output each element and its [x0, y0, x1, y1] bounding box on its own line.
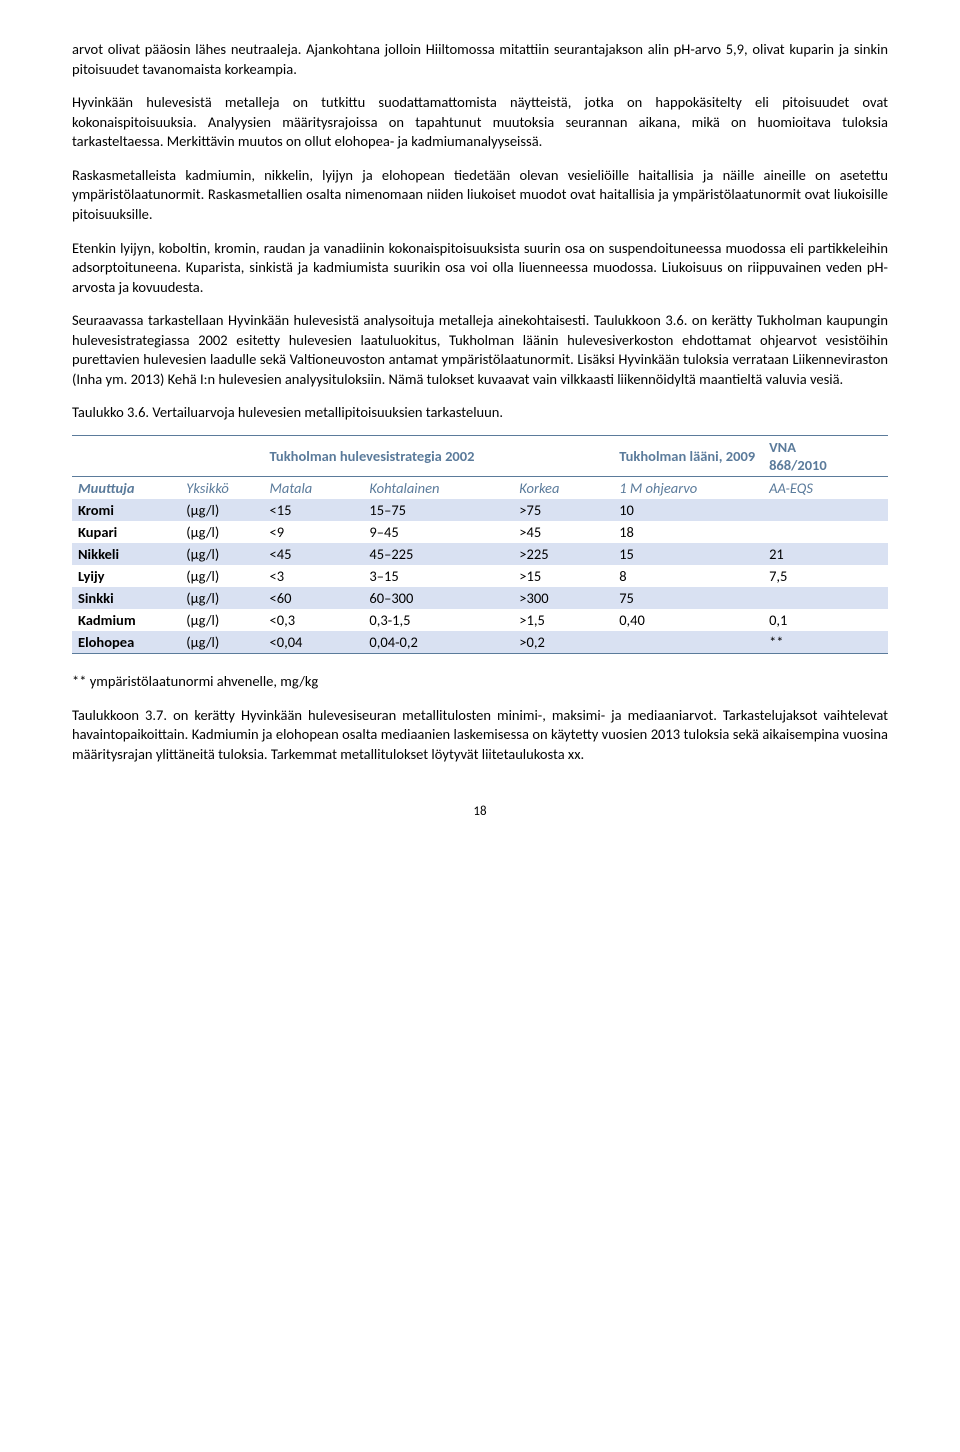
cell-aaeqs: ** [763, 631, 888, 654]
cell-yksikko: (μg/l) [180, 543, 263, 565]
paragraph-3: Raskasmetalleista kadmiumin, nikkelin, l… [72, 166, 888, 225]
paragraph-2: Hyvinkään hulevesistä metalleja on tutki… [72, 93, 888, 152]
cell-kohtalainen: 0,04-0,2 [363, 631, 513, 654]
cell-korkea: >75 [513, 499, 613, 521]
cell-ohjearvo: 18 [613, 521, 763, 543]
table-footnote: ** ympäristölaatunormi ahvenelle, mg/kg [72, 672, 888, 692]
cell-kohtalainen: 15–75 [363, 499, 513, 521]
table-row: Lyijy (μg/l) <3 3–15 >15 8 7,5 [72, 565, 888, 587]
cell-aaeqs: 0,1 [763, 609, 888, 631]
cell-muuttuja: Kupari [72, 521, 180, 543]
cell-matala: <0,3 [264, 609, 364, 631]
cell-kohtalainen: 60–300 [363, 587, 513, 609]
hdr-yksikko: Yksikkö [180, 477, 263, 500]
cell-matala: <45 [264, 543, 364, 565]
cell-matala: <3 [264, 565, 364, 587]
cell-yksikko: (μg/l) [180, 631, 263, 654]
table-header-row-1: Tukholman hulevesistrategia 2002 Tukholm… [72, 436, 888, 477]
cell-aaeqs [763, 499, 888, 521]
hdr-ohjearvo: 1 M ohjearvo [613, 477, 763, 500]
cell-korkea: >0,2 [513, 631, 613, 654]
cell-yksikko: (μg/l) [180, 565, 263, 587]
cell-kohtalainen: 3–15 [363, 565, 513, 587]
cell-muuttuja: Kadmium [72, 609, 180, 631]
cell-ohjearvo: 8 [613, 565, 763, 587]
cell-ohjearvo: 75 [613, 587, 763, 609]
document-page: arvot olivat pääosin lähes neutraaleja. … [0, 0, 960, 859]
paragraph-4: Etenkin lyijyn, koboltin, kromin, raudan… [72, 239, 888, 298]
cell-muuttuja: Elohopea [72, 631, 180, 654]
table-header-row-2: Muuttuja Yksikkö Matala Kohtalainen Kork… [72, 477, 888, 500]
cell-korkea: >225 [513, 543, 613, 565]
table-row: Sinkki (μg/l) <60 60–300 >300 75 [72, 587, 888, 609]
cell-kohtalainen: 0,3-1,5 [363, 609, 513, 631]
hdr-matala: Matala [264, 477, 364, 500]
table-row: Elohopea (μg/l) <0,04 0,04-0,2 >0,2 ** [72, 631, 888, 654]
cell-aaeqs: 21 [763, 543, 888, 565]
cell-kohtalainen: 45–225 [363, 543, 513, 565]
cell-muuttuja: Sinkki [72, 587, 180, 609]
cell-matala: <15 [264, 499, 364, 521]
metals-table: Tukholman hulevesistrategia 2002 Tukholm… [72, 435, 888, 654]
hdr-muuttuja: Muuttuja [72, 477, 180, 500]
table-row: Kromi (μg/l) <15 15–75 >75 10 [72, 499, 888, 521]
table-row: Nikkeli (μg/l) <45 45–225 >225 15 21 [72, 543, 888, 565]
cell-korkea: >300 [513, 587, 613, 609]
paragraph-1: arvot olivat pääosin lähes neutraaleja. … [72, 40, 888, 79]
paragraph-5: Seuraavassa tarkastellaan Hyvinkään hule… [72, 311, 888, 389]
cell-matala: <60 [264, 587, 364, 609]
hdr-aaeqs: AA-EQS [763, 477, 888, 500]
cell-kohtalainen: 9–45 [363, 521, 513, 543]
table-caption: Taulukko 3.6. Vertailuarvoja hulevesien … [72, 403, 888, 423]
table-row: Kupari (μg/l) <9 9–45 >45 18 [72, 521, 888, 543]
cell-aaeqs [763, 587, 888, 609]
cell-ohjearvo: 10 [613, 499, 763, 521]
cell-aaeqs [763, 521, 888, 543]
cell-matala: <0,04 [264, 631, 364, 654]
cell-ohjearvo [613, 631, 763, 654]
cell-yksikko: (μg/l) [180, 521, 263, 543]
table-row: Kadmium (μg/l) <0,3 0,3-1,5 >1,5 0,40 0,… [72, 609, 888, 631]
cell-ohjearvo: 15 [613, 543, 763, 565]
cell-muuttuja: Nikkeli [72, 543, 180, 565]
page-number: 18 [72, 804, 888, 819]
hdr-korkea: Korkea [513, 477, 613, 500]
hdr-vna: VNA 868/2010 [763, 436, 888, 477]
cell-korkea: >15 [513, 565, 613, 587]
cell-yksikko: (μg/l) [180, 499, 263, 521]
cell-korkea: >1,5 [513, 609, 613, 631]
paragraph-6: Taulukkoon 3.7. on kerätty Hyvinkään hul… [72, 706, 888, 765]
cell-muuttuja: Lyijy [72, 565, 180, 587]
cell-ohjearvo: 0,40 [613, 609, 763, 631]
cell-yksikko: (μg/l) [180, 587, 263, 609]
cell-muuttuja: Kromi [72, 499, 180, 521]
hdr-laani: Tukholman lääni, 2009 [613, 436, 763, 477]
hdr-kohtalainen: Kohtalainen [363, 477, 513, 500]
hdr-vna-year: 868/2010 [769, 456, 827, 474]
cell-korkea: >45 [513, 521, 613, 543]
cell-yksikko: (μg/l) [180, 609, 263, 631]
cell-matala: <9 [264, 521, 364, 543]
hdr-strategia: Tukholman hulevesistrategia 2002 [264, 436, 614, 477]
hdr-vna-label: VNA [769, 438, 796, 456]
cell-aaeqs: 7,5 [763, 565, 888, 587]
